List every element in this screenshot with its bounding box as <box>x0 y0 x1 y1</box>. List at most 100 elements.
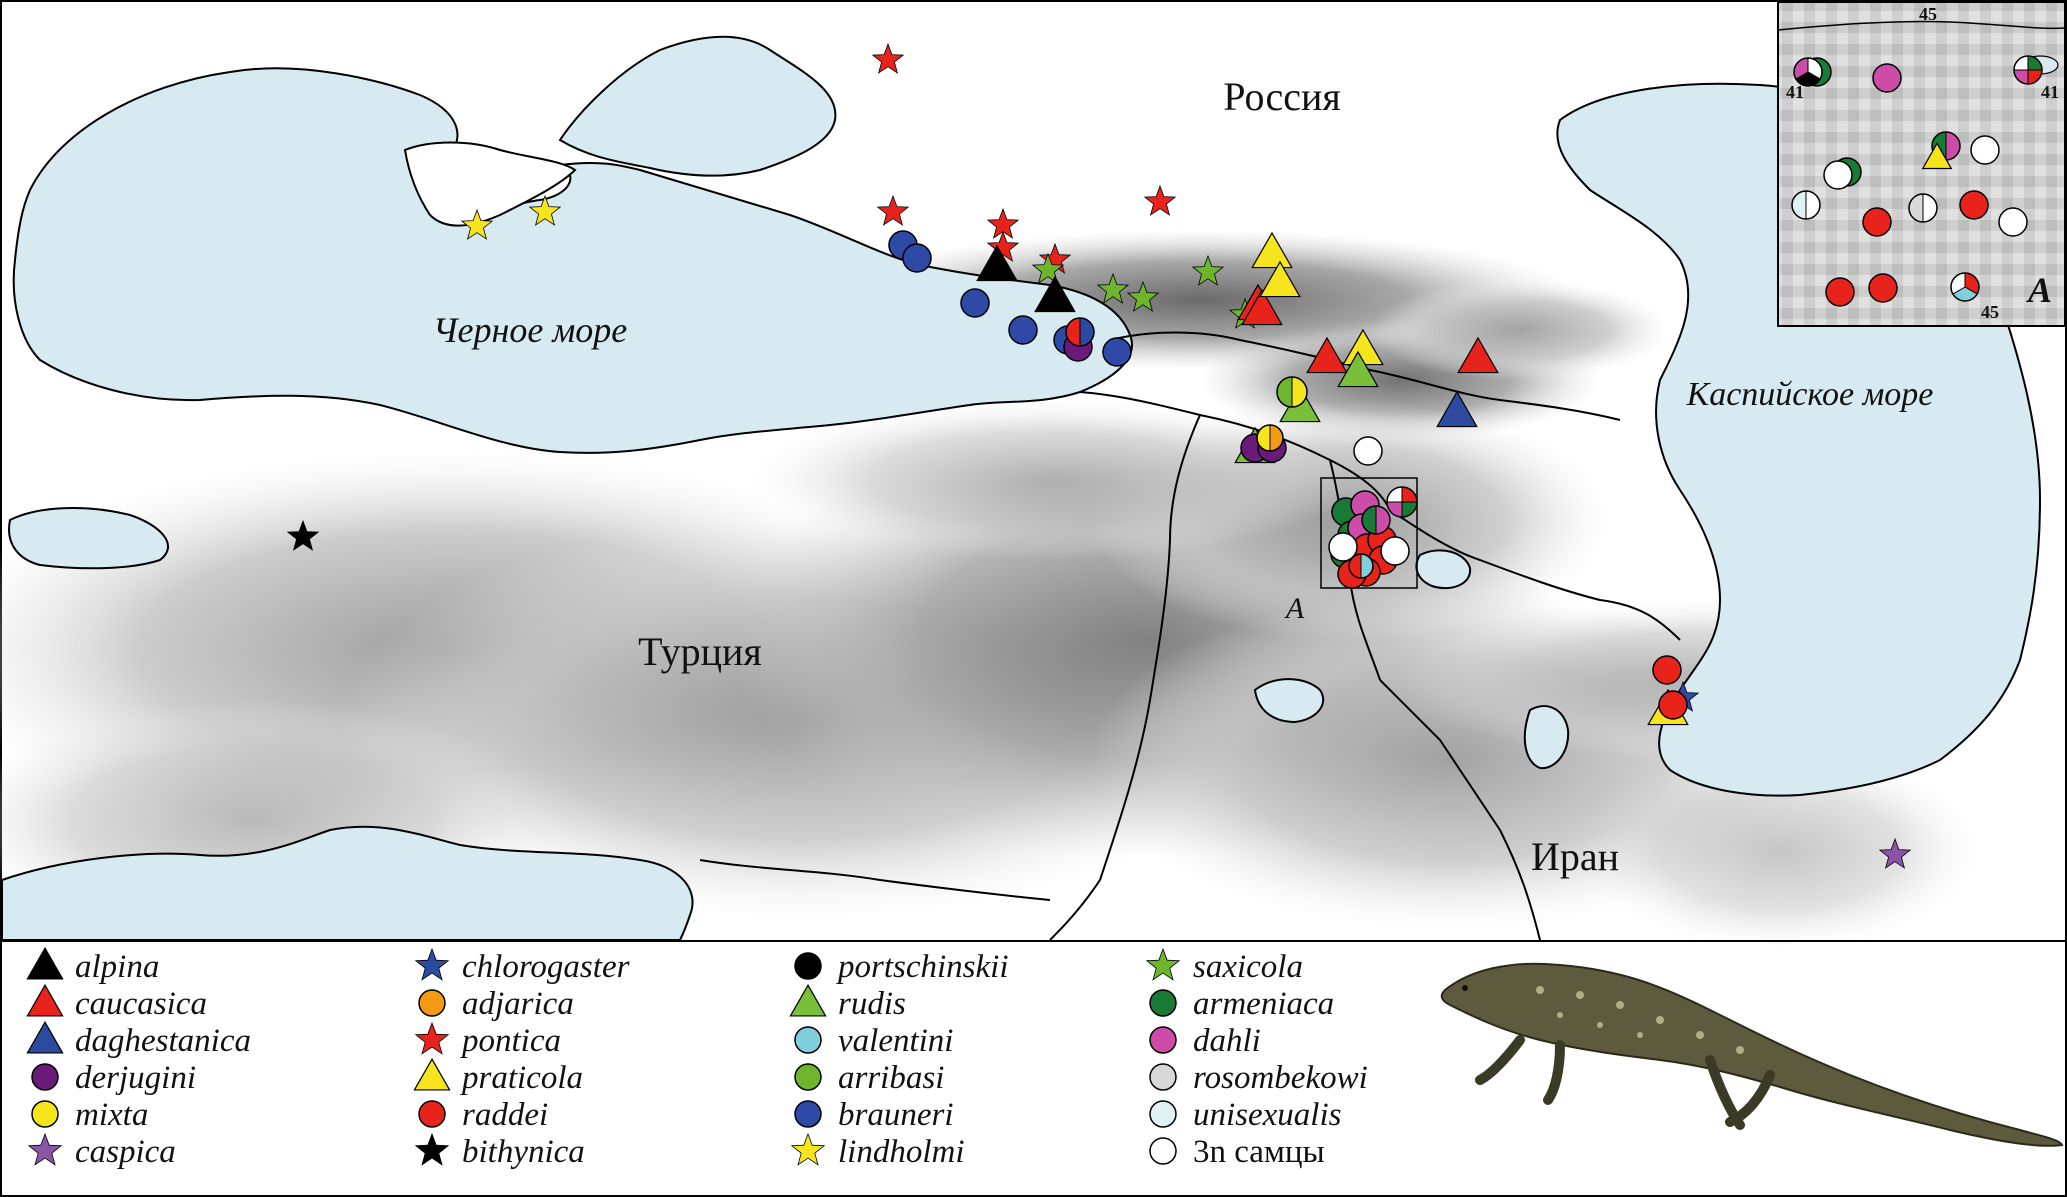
pie-marker <box>1791 190 1821 220</box>
circle-marker <box>1652 655 1682 685</box>
triangle-marker <box>1457 336 1499 374</box>
legend-item: daghestanica <box>26 1020 251 1059</box>
legend-swatch-triangle <box>26 946 64 980</box>
circle-marker <box>1862 207 1892 237</box>
legend-item: chlorogaster <box>414 947 630 985</box>
star-marker <box>986 230 1020 262</box>
triangle-marker <box>1034 275 1076 313</box>
star-marker <box>1191 254 1225 286</box>
legend-item: dahli <box>1149 1023 1261 1059</box>
star-marker <box>1031 252 1065 284</box>
legend-swatch-circle <box>794 1100 822 1128</box>
star-marker <box>460 208 494 240</box>
inset-markers: 45 41 41 45 A <box>1786 4 2059 322</box>
triangle-marker <box>1337 350 1379 388</box>
crimea <box>403 141 577 227</box>
legend-swatch-star <box>27 1132 63 1166</box>
label-black-sea: Черное море <box>433 310 628 350</box>
circle-marker <box>1008 315 1038 345</box>
legend-item: pontica <box>414 1021 561 1059</box>
pie-outline <box>1348 553 1374 579</box>
legend-label: unisexualis <box>1193 1097 1341 1133</box>
pie-marker <box>2013 55 2043 85</box>
legend-swatch-triangle <box>789 983 827 1017</box>
legend-item: caspica <box>27 1132 176 1170</box>
legend-item: adjarica <box>418 986 574 1022</box>
legend-swatch-circle <box>794 1026 822 1054</box>
legend: alpinacaucasicadaghestanicaderjuginimixt… <box>26 946 1368 1170</box>
legend-label: mixta <box>75 1097 148 1133</box>
legend-label: lindholmi <box>838 1134 965 1170</box>
occurrence-markers <box>286 42 1912 869</box>
star-marker <box>286 519 320 551</box>
legend-item: lindholmi <box>790 1132 965 1170</box>
legend-swatch-circle <box>31 1100 59 1128</box>
triangle-marker <box>976 244 1018 282</box>
legend-label: praticola <box>460 1060 583 1096</box>
legend-label: alpina <box>75 949 159 985</box>
pie-marker <box>1793 57 1823 87</box>
pie-marker <box>1256 424 1284 452</box>
triangle-marker <box>1241 288 1283 326</box>
triangle-marker <box>1921 142 1953 170</box>
legend-label: saxicola <box>1193 949 1303 985</box>
lake-van <box>1253 678 1325 724</box>
lizard-illustration <box>1440 962 2064 1147</box>
legend-label: rosombekowi <box>1193 1060 1368 1096</box>
triangle-marker <box>1251 231 1293 269</box>
mediterranean-sea <box>1 825 694 941</box>
legend-swatch-circle <box>1149 1100 1177 1128</box>
legend-swatch-circle <box>1149 989 1177 1017</box>
legend-label: portschinskii <box>836 949 1009 985</box>
circle-marker <box>1959 190 1989 220</box>
legend-label: brauneri <box>838 1097 954 1133</box>
star-marker <box>871 42 905 74</box>
legend-label: raddei <box>462 1097 548 1133</box>
circle-marker <box>1353 436 1383 466</box>
sea-of-marmara <box>8 507 170 570</box>
legend-swatch-circle <box>1149 1063 1177 1091</box>
country-borders <box>699 331 1681 941</box>
legend-item: unisexualis <box>1149 1097 1341 1133</box>
label-russia: Россия <box>1223 74 1341 119</box>
label-inset-coord-41-right: 41 <box>2041 82 2059 102</box>
pie-outline <box>1791 190 1821 220</box>
triangle-marker <box>1259 260 1301 298</box>
legend-swatch-star <box>414 947 450 981</box>
pie-outline <box>1256 424 1284 452</box>
legend-label: adjarica <box>462 986 574 1022</box>
legend-item: bithynica <box>414 1132 585 1170</box>
pie-marker <box>1276 376 1308 408</box>
pie-outline <box>2013 55 2043 85</box>
circle-marker <box>1823 160 1853 190</box>
legend-label: armeniaca <box>1193 986 1334 1022</box>
pie-marker <box>1348 553 1374 579</box>
legend-item: rosombekowi <box>1149 1060 1368 1096</box>
pie-marker <box>1065 317 1095 347</box>
pie-outline <box>1386 486 1418 518</box>
triangle-marker <box>1306 336 1348 374</box>
legend-label: caspica <box>75 1134 176 1170</box>
legend-item: valentini <box>794 1023 953 1059</box>
circle-marker <box>1998 207 2028 237</box>
legend-item: brauneri <box>794 1097 954 1133</box>
lake-urmia <box>1523 705 1570 770</box>
circle-marker <box>1970 135 2000 165</box>
lake-sevan <box>1415 549 1472 590</box>
star-marker <box>528 194 562 226</box>
star-marker <box>1143 184 1177 216</box>
star-marker <box>876 194 910 226</box>
legend-item: praticola <box>413 1057 583 1096</box>
legend-item: 3n самцы <box>1149 1134 1325 1170</box>
map-area <box>0 2 2065 950</box>
pie-marker <box>1386 486 1418 518</box>
pie-outline <box>1950 272 1980 302</box>
legend-label: daghestanica <box>75 1023 251 1059</box>
legend-item: raddei <box>418 1097 548 1133</box>
legend-swatch-star <box>1145 947 1181 981</box>
legend-label: pontica <box>460 1023 561 1059</box>
pie-marker <box>1908 193 1938 223</box>
circle-marker <box>960 288 990 318</box>
legend-swatch-circle <box>1149 1137 1177 1165</box>
